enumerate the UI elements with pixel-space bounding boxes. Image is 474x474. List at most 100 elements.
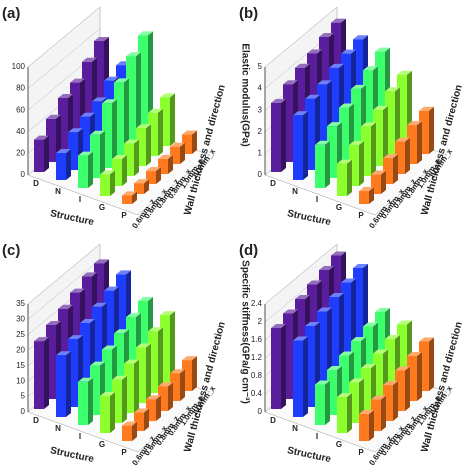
bar-side [393, 154, 398, 184]
bar-front [92, 101, 102, 150]
x-tick-label: N [292, 424, 298, 433]
y-tick-label: 2 [258, 317, 263, 326]
bar-top [385, 87, 400, 92]
bar [395, 366, 410, 411]
bar-top [104, 76, 119, 81]
bar-side [146, 343, 151, 403]
bar-front [407, 356, 417, 401]
bar-front [353, 39, 363, 130]
bar-side [429, 337, 434, 391]
bar-front [148, 331, 158, 393]
y-tick-label: 5 [258, 62, 263, 71]
bar-top [94, 259, 109, 264]
bar-front [34, 341, 44, 409]
bar-side [168, 382, 173, 411]
bar-top [359, 410, 374, 414]
bar-side [383, 105, 388, 166]
bar-front [114, 82, 124, 158]
bar-front [341, 282, 351, 377]
x-axis-label: Structure [49, 208, 95, 228]
bar-front [80, 116, 90, 160]
y-tick-label: 0.4 [251, 389, 263, 398]
bar [419, 106, 434, 154]
bar-front [283, 84, 293, 162]
bar-top [295, 63, 310, 68]
bar-top [293, 336, 308, 341]
bar-front [339, 107, 349, 168]
bar-side [158, 327, 163, 393]
bar-top [112, 375, 127, 380]
bar-front [182, 134, 192, 154]
bar-top [160, 311, 175, 316]
bar-front [371, 174, 381, 194]
bar [407, 352, 422, 401]
bar-front [327, 370, 337, 415]
bar-top [146, 167, 161, 172]
bar-front [94, 41, 104, 122]
y-tick-label: 0 [21, 170, 26, 179]
x-tick-label: I [316, 432, 318, 441]
y-tick-label: 0.8 [251, 371, 263, 380]
bar [124, 139, 139, 176]
y-axis-label: Specific stiffness(GPa/g cm⁻³) [239, 260, 250, 404]
bar-side [381, 395, 386, 431]
bar-top [112, 155, 127, 159]
x-tick-label: N [292, 187, 298, 196]
bar-side [325, 140, 330, 188]
bar-top [100, 391, 115, 396]
grid-line [27, 28, 101, 89]
bar [359, 187, 374, 204]
bar [158, 382, 173, 411]
bar-front [293, 115, 303, 180]
bar-top [80, 318, 95, 323]
bar-front [329, 297, 339, 387]
bar-front [122, 425, 132, 441]
bar-top [126, 313, 141, 318]
bar-front [136, 128, 146, 166]
bar-side [132, 191, 137, 204]
bar [349, 140, 364, 186]
bar-side [88, 377, 93, 425]
bar-top [56, 149, 71, 153]
bar [293, 111, 308, 180]
bar-side [146, 124, 151, 166]
bar-top [102, 99, 117, 104]
bar-side [281, 98, 286, 172]
bar-side [405, 366, 410, 411]
bar-top [114, 329, 129, 334]
bar-front [395, 370, 405, 411]
bar [134, 179, 149, 194]
x-tick-label: G [99, 440, 105, 449]
bar-top [373, 349, 388, 354]
y-axis-label: Elastic modulus(GPa) [239, 43, 250, 146]
bar-top [82, 272, 97, 277]
bar-front [397, 74, 407, 146]
bar-top [331, 18, 346, 23]
y-tick-label: 25 [16, 330, 25, 339]
bar-top [34, 135, 49, 140]
bar-front [124, 143, 134, 176]
bar [34, 135, 49, 172]
bar [158, 154, 173, 174]
bar-top [385, 335, 400, 339]
bar-front [112, 159, 122, 186]
bar-top [158, 382, 173, 387]
bar [56, 351, 71, 417]
bar-front [305, 98, 315, 170]
bar-top [305, 322, 320, 326]
bar-top [146, 395, 161, 400]
bar [170, 369, 185, 401]
panel-label: (a) [2, 5, 20, 22]
x-axis-label: Structure [49, 445, 95, 465]
bar-front [158, 386, 168, 411]
bar-front [373, 109, 383, 166]
bar-top [371, 170, 386, 175]
bar-top [34, 337, 49, 342]
x-tick-label: D [33, 179, 39, 188]
bar-front [158, 158, 168, 174]
bar-top [56, 351, 71, 356]
bar-top [371, 395, 386, 400]
bar-top [283, 80, 298, 85]
bar-side [156, 395, 161, 421]
